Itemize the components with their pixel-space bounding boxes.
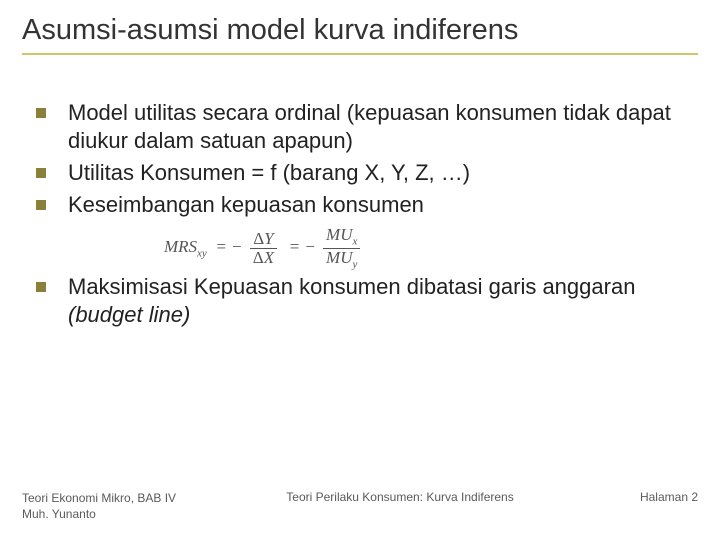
bullet-square-icon (36, 168, 46, 178)
title-underline (22, 53, 698, 55)
slide: Asumsi-asumsi model kurva indiferens Mod… (0, 0, 720, 540)
footer: Teori Ekonomi Mikro, BAB IV Muh. Yunanto… (22, 490, 698, 522)
bullet-text: Utilitas Konsumen = f (barang X, Y, Z, …… (68, 159, 470, 187)
formula-lhs: MRS (164, 237, 197, 256)
bullet-item: Model utilitas secara ordinal (kepuasan … (36, 99, 688, 155)
bullet-square-icon (36, 282, 46, 292)
bullet-item: Maksimisasi Kepuasan konsumen dibatasi g… (36, 273, 688, 329)
slide-title: Asumsi-asumsi model kurva indiferens (22, 14, 698, 53)
bullet-item: Utilitas Konsumen = f (barang X, Y, Z, …… (36, 159, 688, 187)
bullet-text: Model utilitas secara ordinal (kepuasan … (68, 99, 688, 155)
bullet-text: Keseimbangan kepuasan konsumen (68, 191, 424, 219)
content-area: Model utilitas secara ordinal (kepuasan … (22, 99, 698, 329)
footer-right: Halaman 2 (578, 490, 698, 504)
formula-lhs-sub: xy (197, 247, 207, 259)
bullet-square-icon (36, 200, 46, 210)
bullet-item: Keseimbangan kepuasan konsumen (36, 191, 688, 219)
bullet-text: Maksimisasi Kepuasan konsumen dibatasi g… (68, 273, 688, 329)
bullet-square-icon (36, 108, 46, 118)
footer-left: Teori Ekonomi Mikro, BAB IV Muh. Yunanto (22, 490, 222, 522)
footer-center: Teori Perilaku Konsumen: Kurva Indiferen… (222, 490, 578, 504)
formula: MRSxy = − ΔY ΔX = − MUx MUy (164, 226, 688, 271)
